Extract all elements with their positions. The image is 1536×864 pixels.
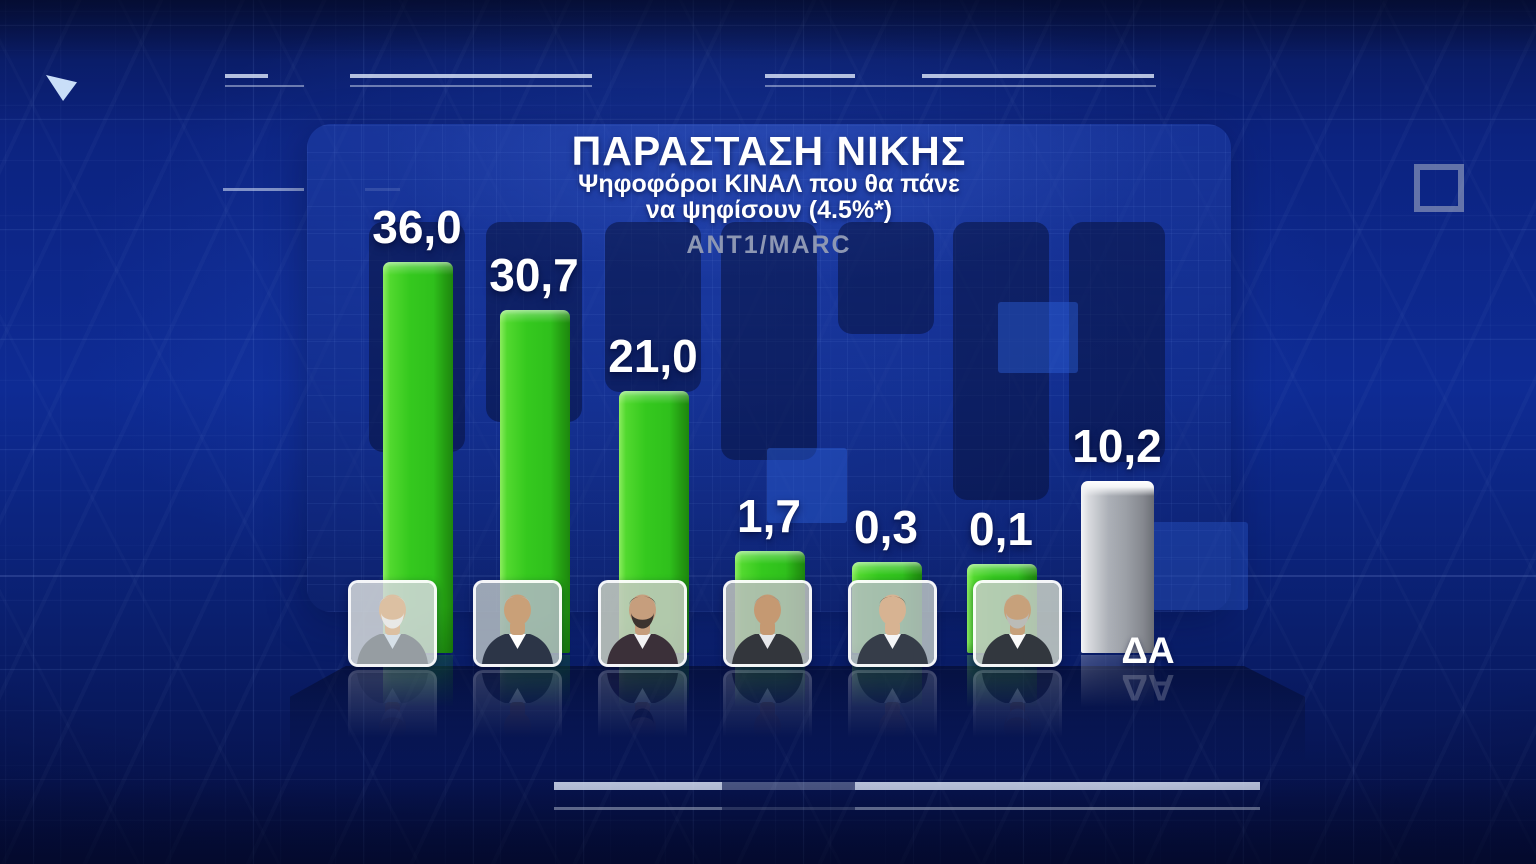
decor-line [554,782,722,790]
candidate-photo-5 [848,580,937,667]
candidate-photo-6 [973,580,1062,667]
square-outline-icon [1414,164,1464,212]
na-bar-label-reflection: ΔΑ [1121,667,1175,708]
decor-line [350,85,592,87]
candidate-portrait [476,583,559,664]
candidate-portrait [351,583,434,664]
decor-line [765,74,855,78]
decor-line [554,807,722,810]
chart-title: ΠΑΡΑΣΤΑΣΗ ΝΙΚΗΣ [571,128,967,174]
candidate-photo-2-reflection [473,670,562,757]
candidate-portrait [351,673,434,754]
candidate-portrait [976,673,1059,754]
candidate-photo-6-reflection [973,670,1062,757]
candidate-photo-5-reflection [848,670,937,757]
decor-line [765,85,1156,87]
candidate-photo-4-reflection [723,670,812,757]
decor-line [855,807,1260,810]
candidate-photo-1-reflection [348,670,437,757]
decor-line [223,188,304,191]
candidate-portrait [851,673,934,754]
candidate-photo-4 [723,580,812,667]
value-label-1: 36,0 [372,201,462,253]
candidate-portrait [976,583,1059,664]
decor-line [350,74,592,78]
decor-square [998,302,1078,373]
chart-subtitle-line-1: Ψηφοφόροι ΚΙΝΑΛ που θα πάνε [578,170,960,198]
value-label-na: 10,2 [1072,420,1162,472]
candidate-photo-3-reflection [598,670,687,757]
candidate-portrait [476,673,559,754]
candidate-portrait [726,673,809,754]
decor-square [1152,522,1248,610]
candidate-portrait [601,583,684,664]
decor-line [722,782,855,790]
value-label-6: 0,1 [969,503,1033,555]
na-bar-label: ΔΑ [1121,630,1175,671]
candidate-photo-1 [348,580,437,667]
candidate-portrait [601,673,684,754]
candidate-photo-2 [473,580,562,667]
value-label-2: 30,7 [489,249,579,301]
decor-line [225,85,304,87]
decor-line [225,74,268,78]
decor-line [722,807,855,810]
bar-na [1081,481,1154,653]
candidate-portrait [851,583,934,664]
decor-line [922,74,1154,78]
decor-line [855,782,1260,790]
candidate-photo-3 [598,580,687,667]
candidate-portrait [726,583,809,664]
value-label-3: 21,0 [608,330,698,382]
